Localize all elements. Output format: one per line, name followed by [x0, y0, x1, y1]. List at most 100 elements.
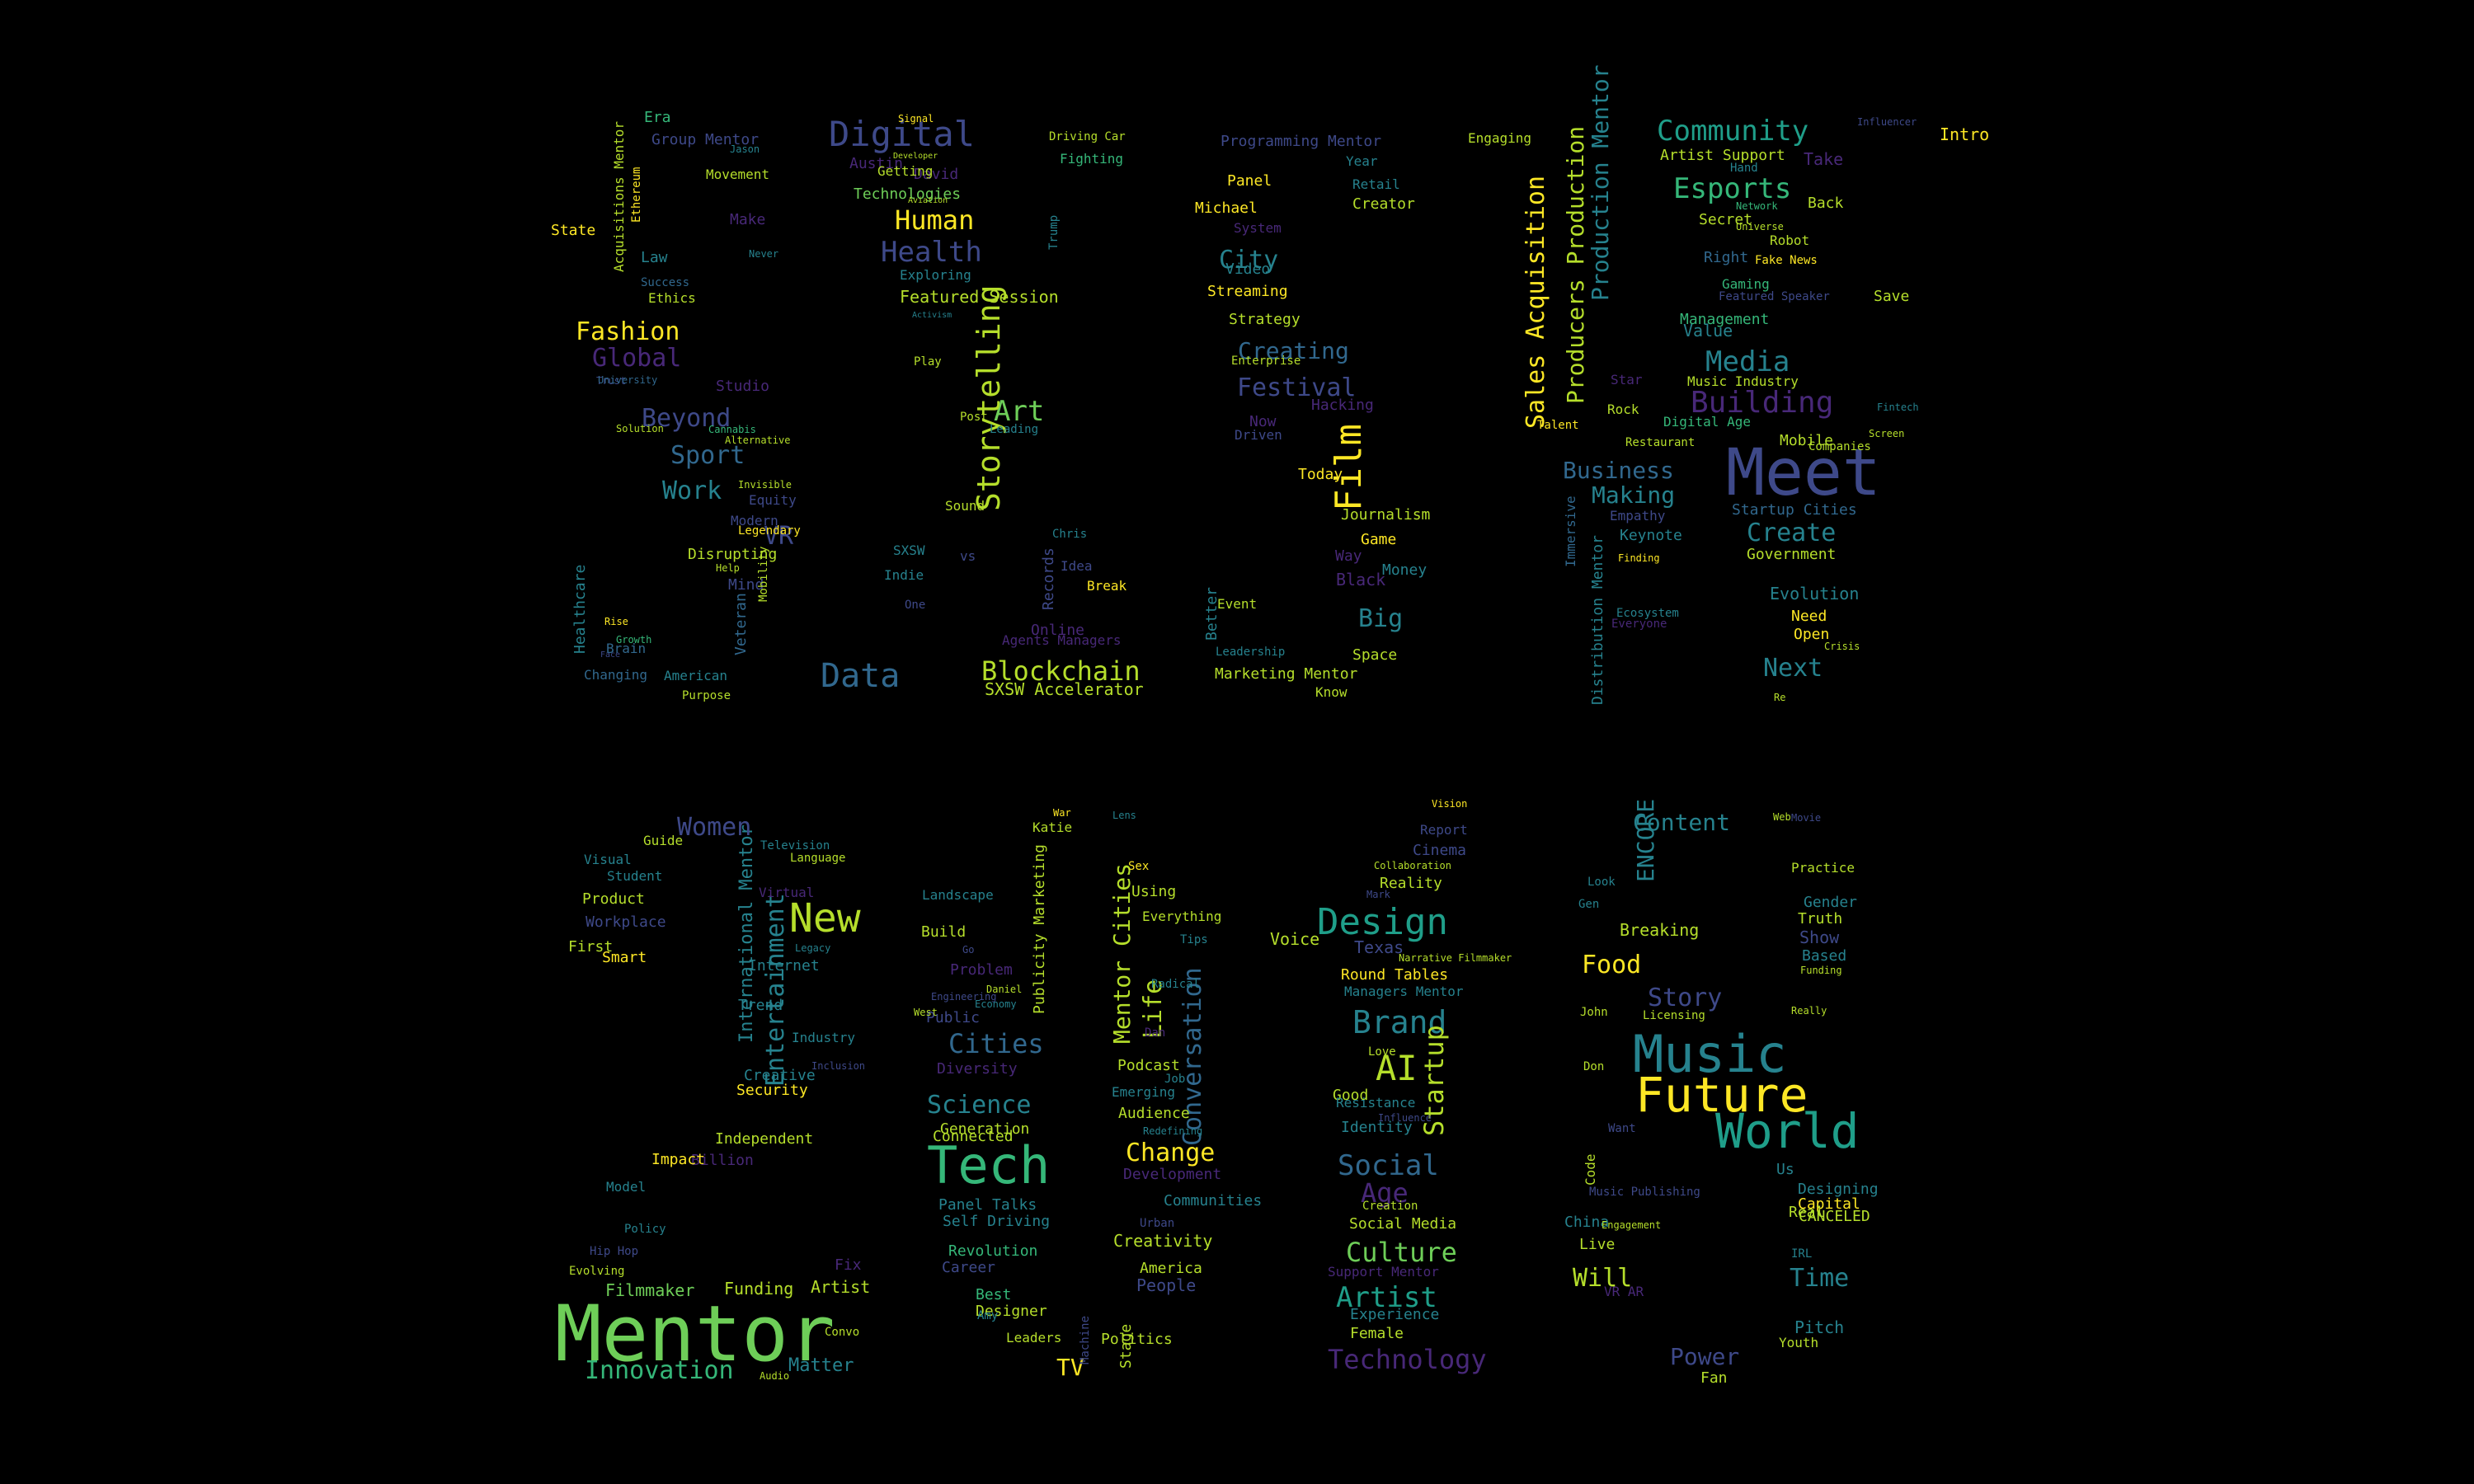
word-intro: Intro [1940, 124, 1989, 144]
word-leadership: Leadership [1216, 646, 1285, 659]
word-new: New [789, 895, 861, 942]
word-next: Next [1763, 654, 1823, 683]
word-money: Money [1382, 561, 1427, 579]
word-create: Create [1747, 519, 1836, 547]
word-emerging: Emerging [1112, 1084, 1175, 1100]
word-digital: Digital [829, 114, 975, 154]
word-amy: Amy [977, 1309, 998, 1322]
word-developer: Developer [893, 152, 938, 161]
word-film: Film [1328, 424, 1370, 511]
word-war: War [1053, 807, 1071, 819]
word-publicity-marketing: Publicity Marketing [1031, 844, 1048, 1014]
word-featured-session: Featured Session [900, 287, 1059, 307]
word-big: Big [1358, 604, 1403, 633]
word-production-mentor: Production Mentor [1587, 64, 1614, 301]
word-diversity: Diversity [937, 1060, 1018, 1078]
word-filmmaker: Filmmaker [605, 1280, 694, 1300]
word-blockchain: Blockchain [981, 655, 1141, 687]
word-fix: Fix [835, 1256, 862, 1274]
word-jason: Jason [730, 143, 760, 155]
word-america: America [1140, 1260, 1202, 1277]
word-everyone: Everyone [1611, 618, 1667, 631]
word-connected: Connected [933, 1128, 1014, 1145]
word-love: Love [1368, 1045, 1396, 1059]
word-studio: Studio [716, 378, 769, 395]
word-keynote: Keynote [1620, 527, 1682, 544]
word-value: Value [1683, 321, 1733, 340]
word-veteran: Veteran [732, 593, 750, 655]
word-screen: Screen [1869, 428, 1904, 439]
word-internet: Internet [748, 957, 820, 974]
word-future: Future [1635, 1067, 1808, 1123]
word-vr-ar: VR AR [1604, 1284, 1644, 1299]
word-ethics: Ethics [648, 290, 696, 306]
word-career: Career [942, 1259, 995, 1276]
word-beyond: Beyond [642, 404, 731, 433]
word-everything: Everything [1142, 909, 1221, 924]
word-music: Music [1633, 1024, 1787, 1084]
word-product: Product [582, 890, 645, 908]
word-mentor-cities: Mentor Cities [1108, 863, 1136, 1044]
word-security: Security [736, 1082, 808, 1099]
word-canceled: CANCELED [1799, 1208, 1870, 1225]
word-ai: AI [1376, 1048, 1418, 1088]
word-international-mentor: International Mentor [736, 824, 757, 1043]
word-artist: Artist [1336, 1281, 1437, 1314]
word-disrupting: Disrupting [688, 546, 777, 563]
word-fighting: Fighting [1060, 151, 1123, 167]
word-want: Want [1608, 1122, 1636, 1135]
word-age: Age [1361, 1177, 1409, 1209]
word-era: Era [644, 109, 671, 126]
word-us: Us [1776, 1161, 1794, 1178]
word-american: American [664, 668, 727, 683]
word-startup: Startup [1418, 1025, 1450, 1136]
word-re: Re [1774, 692, 1785, 703]
word-generation: Generation [940, 1120, 1029, 1138]
word-star: Star [1611, 372, 1643, 387]
word-mentor: Mentor [555, 1289, 835, 1379]
word-round-tables: Round Tables [1341, 966, 1448, 984]
word-revolution: Revolution [948, 1242, 1037, 1260]
word-rock: Rock [1607, 402, 1639, 417]
word-vs: vs [960, 548, 976, 564]
word-narrative-filmmaker: Narrative Filmmaker [1399, 952, 1512, 964]
word-mark: Mark [1366, 889, 1391, 900]
word-system: System [1234, 220, 1282, 236]
word-daniel: Daniel [986, 984, 1022, 995]
word-law: Law [641, 249, 668, 266]
word-solution: Solution [616, 423, 664, 434]
word-world: World [1715, 1103, 1860, 1159]
word-evolving: Evolving [569, 1265, 624, 1278]
word-event: Event [1217, 596, 1257, 612]
word-way: Way [1335, 547, 1362, 565]
word-convo: Convo [825, 1326, 859, 1339]
word-china: China [1564, 1214, 1609, 1231]
word-state: State [551, 222, 595, 239]
word-save: Save [1874, 288, 1909, 305]
word-engagement: Engagement [1602, 1219, 1661, 1231]
word-politics: Politics [1101, 1331, 1173, 1348]
word-now: Now [1249, 413, 1277, 430]
word-acquisitions-mentor: Acquisitions Mentor [611, 121, 627, 272]
word-michael: Michael [1195, 200, 1258, 217]
word-engaging: Engaging [1468, 130, 1531, 146]
word-artist: Artist [811, 1277, 870, 1297]
word-impact: Impact [651, 1151, 705, 1168]
word-never: Never [749, 248, 778, 260]
word-female: Female [1350, 1325, 1404, 1342]
word-back: Back [1808, 195, 1844, 212]
word-industry: Industry [792, 1030, 855, 1045]
word-inclusion: Inclusion [811, 1060, 865, 1072]
word-play: Play [914, 355, 942, 369]
word-strategy: Strategy [1229, 311, 1300, 328]
word-hip-hop: Hip Hop [590, 1245, 638, 1258]
word-look: Look [1587, 876, 1616, 889]
word-agents-managers: Agents Managers [1002, 632, 1122, 648]
word-modern: Modern [731, 513, 778, 528]
word-music-industry: Music Industry [1687, 373, 1799, 389]
word-game: Game [1361, 531, 1396, 548]
word-vision: Vision [1432, 798, 1467, 810]
word-self-driving: Self Driving [943, 1213, 1050, 1230]
word-sxsw-accelerator: SXSW Accelerator [985, 679, 1144, 699]
word-marketing-mentor: Marketing Mentor [1215, 665, 1358, 683]
